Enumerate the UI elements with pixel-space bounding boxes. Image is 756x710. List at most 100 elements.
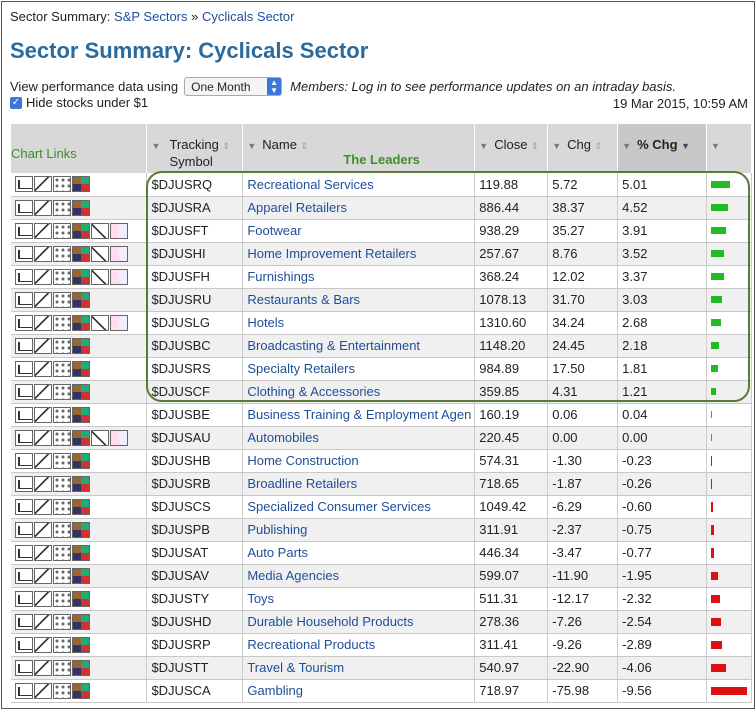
- seasonality-icon[interactable]: [72, 659, 90, 676]
- line-chart-icon[interactable]: [34, 659, 52, 676]
- breadcrumb-sp-sectors-link[interactable]: S&P Sectors: [114, 9, 188, 24]
- line-chart-icon[interactable]: [34, 222, 52, 239]
- point-figure-icon[interactable]: [53, 452, 71, 469]
- rrg-icon[interactable]: [110, 245, 128, 262]
- sector-name-link[interactable]: Restaurants & Bars: [242, 288, 476, 312]
- point-figure-icon[interactable]: [53, 567, 71, 584]
- bar-chart-icon[interactable]: [15, 475, 33, 492]
- sector-name-link[interactable]: Durable Household Products: [242, 610, 476, 634]
- sector-name-link[interactable]: Travel & Tourism: [242, 656, 476, 680]
- seasonality-icon[interactable]: [72, 498, 90, 515]
- line-chart-icon[interactable]: [34, 176, 52, 193]
- sector-name-link[interactable]: Business Training & Employment Agen: [242, 403, 476, 427]
- seasonality-icon[interactable]: [72, 199, 90, 216]
- period-select[interactable]: One Month ▲ ▼: [184, 77, 283, 96]
- seasonality-icon[interactable]: [72, 176, 90, 193]
- perf-chart-icon[interactable]: [91, 245, 109, 262]
- seasonality-icon[interactable]: [72, 314, 90, 331]
- point-figure-icon[interactable]: [53, 314, 71, 331]
- point-figure-icon[interactable]: [53, 360, 71, 377]
- col-close[interactable]: ▼ Close ⇕: [474, 124, 549, 173]
- sector-name-link[interactable]: Media Agencies: [242, 564, 476, 588]
- bar-chart-icon[interactable]: [15, 199, 33, 216]
- line-chart-icon[interactable]: [34, 360, 52, 377]
- col-name[interactable]: ▼ Name ⇕ The Leaders: [242, 124, 476, 173]
- seasonality-icon[interactable]: [72, 360, 90, 377]
- col-pct-chg[interactable]: ▼% Chg ▼: [617, 124, 707, 173]
- seasonality-icon[interactable]: [72, 475, 90, 492]
- bar-chart-icon[interactable]: [15, 337, 33, 354]
- line-chart-icon[interactable]: [34, 245, 52, 262]
- bar-chart-icon[interactable]: [15, 682, 33, 699]
- line-chart-icon[interactable]: [34, 498, 52, 515]
- line-chart-icon[interactable]: [34, 406, 52, 423]
- bar-chart-icon[interactable]: [15, 590, 33, 607]
- point-figure-icon[interactable]: [53, 291, 71, 308]
- line-chart-icon[interactable]: [34, 452, 52, 469]
- col-menu-icon[interactable]: ▼: [552, 141, 562, 151]
- point-figure-icon[interactable]: [53, 383, 71, 400]
- col-menu-icon[interactable]: ▼: [247, 141, 257, 151]
- perf-chart-icon[interactable]: [91, 222, 109, 239]
- col-tracking-symbol[interactable]: ▼ Tracking ⇕ Symbol: [146, 124, 244, 173]
- sector-name-link[interactable]: Recreational Products: [242, 633, 476, 657]
- point-figure-icon[interactable]: [53, 498, 71, 515]
- rrg-icon[interactable]: [110, 429, 128, 446]
- line-chart-icon[interactable]: [34, 429, 52, 446]
- rrg-icon[interactable]: [110, 314, 128, 331]
- bar-chart-icon[interactable]: [15, 268, 33, 285]
- point-figure-icon[interactable]: [53, 245, 71, 262]
- bar-chart-icon[interactable]: [15, 176, 33, 193]
- bar-chart-icon[interactable]: [15, 659, 33, 676]
- point-figure-icon[interactable]: [53, 544, 71, 561]
- seasonality-icon[interactable]: [72, 452, 90, 469]
- breadcrumb-cyclicals-link[interactable]: Cyclicals Sector: [202, 9, 295, 24]
- sector-name-link[interactable]: Publishing: [242, 518, 476, 542]
- bar-chart-icon[interactable]: [15, 636, 33, 653]
- seasonality-icon[interactable]: [72, 567, 90, 584]
- seasonality-icon[interactable]: [72, 521, 90, 538]
- line-chart-icon[interactable]: [34, 521, 52, 538]
- bar-chart-icon[interactable]: [15, 291, 33, 308]
- point-figure-icon[interactable]: [53, 659, 71, 676]
- line-chart-icon[interactable]: [34, 613, 52, 630]
- point-figure-icon[interactable]: [53, 406, 71, 423]
- col-menu-icon[interactable]: ▼: [622, 141, 632, 151]
- point-figure-icon[interactable]: [53, 429, 71, 446]
- line-chart-icon[interactable]: [34, 636, 52, 653]
- line-chart-icon[interactable]: [34, 268, 52, 285]
- seasonality-icon[interactable]: [72, 429, 90, 446]
- point-figure-icon[interactable]: [53, 613, 71, 630]
- hide-stocks-checkbox[interactable]: ✓: [10, 96, 22, 109]
- seasonality-icon[interactable]: [72, 613, 90, 630]
- bar-chart-icon[interactable]: [15, 429, 33, 446]
- line-chart-icon[interactable]: [34, 383, 52, 400]
- sector-name-link[interactable]: Hotels: [242, 311, 476, 335]
- line-chart-icon[interactable]: [34, 590, 52, 607]
- bar-chart-icon[interactable]: [15, 314, 33, 331]
- bar-chart-icon[interactable]: [15, 360, 33, 377]
- sector-name-link[interactable]: Gambling: [242, 679, 476, 703]
- seasonality-icon[interactable]: [72, 268, 90, 285]
- bar-chart-icon[interactable]: [15, 452, 33, 469]
- line-chart-icon[interactable]: [34, 682, 52, 699]
- point-figure-icon[interactable]: [53, 682, 71, 699]
- sector-name-link[interactable]: Home Improvement Retailers: [242, 242, 476, 266]
- line-chart-icon[interactable]: [34, 337, 52, 354]
- rrg-icon[interactable]: [110, 268, 128, 285]
- seasonality-icon[interactable]: [72, 245, 90, 262]
- bar-chart-icon[interactable]: [15, 245, 33, 262]
- bar-chart-icon[interactable]: [15, 222, 33, 239]
- col-menu-icon[interactable]: ▼: [710, 141, 720, 151]
- seasonality-icon[interactable]: [72, 636, 90, 653]
- point-figure-icon[interactable]: [53, 222, 71, 239]
- line-chart-icon[interactable]: [34, 544, 52, 561]
- sector-name-link[interactable]: Footwear: [242, 219, 476, 243]
- col-chg[interactable]: ▼ Chg ⇕: [547, 124, 619, 173]
- point-figure-icon[interactable]: [53, 590, 71, 607]
- line-chart-icon[interactable]: [34, 314, 52, 331]
- seasonality-icon[interactable]: [72, 406, 90, 423]
- col-menu-icon[interactable]: ▼: [479, 141, 489, 151]
- point-figure-icon[interactable]: [53, 199, 71, 216]
- sector-name-link[interactable]: Broadcasting & Entertainment: [242, 334, 476, 358]
